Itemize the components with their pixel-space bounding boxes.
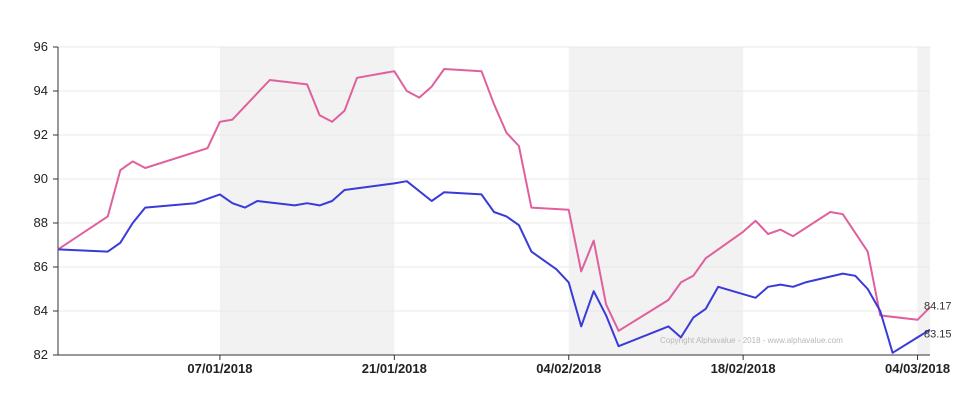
series-line-1 [57, 180, 931, 354]
shaded-band-1 [568, 47, 744, 355]
y-tick-label-82: 82 [34, 347, 48, 362]
shaded-bands [219, 47, 930, 355]
y-tick-label-96: 96 [34, 39, 48, 54]
y-tick-label-86: 86 [34, 259, 48, 274]
x-tick-label-4: 04/03/2018 [885, 361, 950, 376]
shaded-band-0 [219, 47, 395, 355]
series-end-labels: 84.17 83.15 [924, 300, 952, 340]
y-tick-label-90: 90 [34, 171, 48, 186]
chart-watermark: Copyright Alphavalue - 2018 - www.alphav… [660, 336, 843, 345]
x-tick-label-2: 04/02/2018 [536, 361, 601, 376]
series-line-0 [57, 68, 931, 332]
y-tick-label-84: 84 [34, 303, 48, 318]
y-tick-label-92: 92 [34, 127, 48, 142]
series-end-label-0: 84.17 [924, 300, 952, 312]
x-tick-label-3: 18/02/2018 [711, 361, 776, 376]
gridlines [58, 46, 930, 356]
y-tick-label-88: 88 [34, 215, 48, 230]
y-tick-label-94: 94 [34, 83, 48, 98]
axes [57, 47, 930, 356]
shaded-band-2 [917, 47, 930, 355]
x-axis-ticks: 07/01/2018 21/01/2018 04/02/2018 18/02/2018… [187, 355, 950, 376]
y-axis-ticks: 82 84 86 88 90 92 94 96 [34, 39, 58, 362]
series-end-label-1: 83.15 [924, 329, 952, 341]
series-lines [57, 68, 931, 354]
x-tick-label-1: 21/01/2018 [362, 361, 427, 376]
x-tick-label-0: 07/01/2018 [187, 361, 252, 376]
